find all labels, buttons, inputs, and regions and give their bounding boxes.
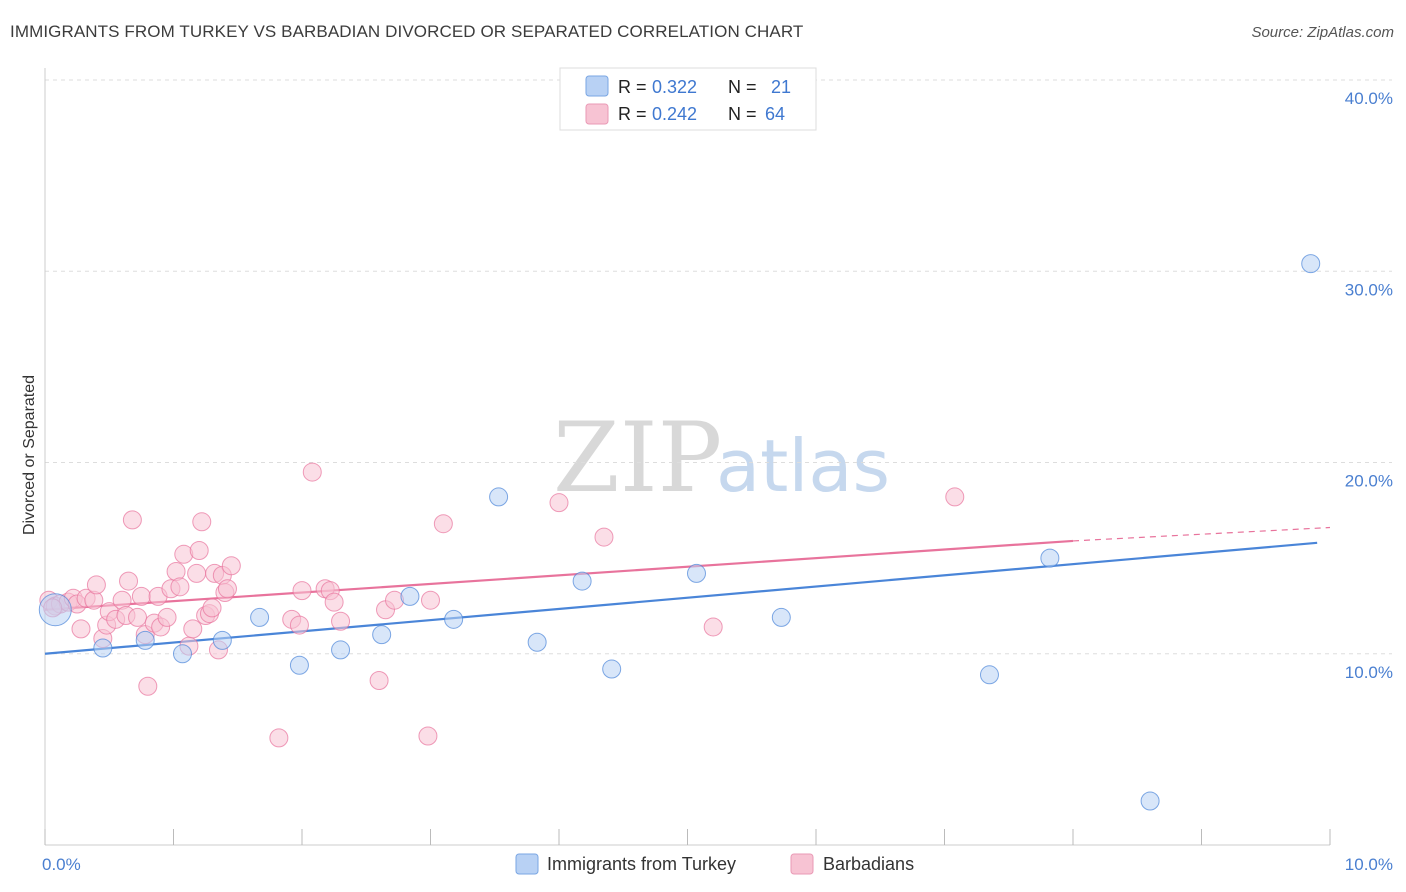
barbadian-point xyxy=(189,540,209,560)
barbadian-point xyxy=(138,676,158,696)
barbadian-point xyxy=(302,462,322,482)
chart-title: IMMIGRANTS FROM TURKEY VS BARBADIAN DIVO… xyxy=(10,22,804,41)
turkey-trendline xyxy=(44,541,1318,655)
barbadian-point xyxy=(128,607,148,627)
barbadian-point xyxy=(289,615,309,635)
turkey-point xyxy=(93,638,113,658)
legend-swatch-barbadian xyxy=(585,103,609,125)
barbadian-point xyxy=(269,728,289,748)
legend-n-value-turkey: 21 xyxy=(771,77,791,97)
legend-r-value-barbadian: 0.242 xyxy=(652,104,697,124)
barbadian-point xyxy=(418,726,438,746)
barbadian-point xyxy=(433,514,453,534)
watermark-zip: ZIP xyxy=(553,402,722,514)
turkey-point xyxy=(400,586,420,606)
y-axis-label: Divorced or Separated xyxy=(21,375,38,535)
bottom-legend-label-turkey: Immigrants from Turkey xyxy=(547,854,736,874)
turkey-point xyxy=(1140,791,1160,811)
barbadian-point xyxy=(221,556,241,576)
barbadian-point xyxy=(331,611,351,631)
barbadian-point xyxy=(131,586,151,606)
turkey-point xyxy=(979,665,999,685)
turkey-point xyxy=(38,593,72,627)
turkey-point xyxy=(289,655,309,675)
axes: 0.0% 10.0% xyxy=(42,68,1393,874)
y-tick-label: 40.0% xyxy=(1345,89,1393,108)
y-tick-label: 10.0% xyxy=(1345,663,1393,682)
barbadian-point xyxy=(86,575,106,595)
data-points xyxy=(38,254,1321,811)
turkey-point xyxy=(1040,548,1060,568)
barbadian-point xyxy=(324,592,344,612)
barbadian-point xyxy=(594,527,614,547)
turkey-point xyxy=(771,607,791,627)
grid-lines: 10.0% 20.0% 30.0% 40.0% xyxy=(45,79,1393,682)
barbadian-point xyxy=(292,581,312,601)
barbadian-point xyxy=(119,571,139,591)
barbadian-point xyxy=(421,590,440,610)
y-tick-label: 30.0% xyxy=(1345,280,1393,299)
legend-n-value-barbadian: 64 xyxy=(765,104,785,124)
barbadian-point xyxy=(217,579,237,599)
turkey-point xyxy=(250,607,270,627)
turkey-point xyxy=(212,630,232,650)
turkey-point xyxy=(1301,254,1321,274)
barbadian-point xyxy=(170,577,190,597)
barbadian-point xyxy=(71,619,91,639)
x-tick-label: 10.0% xyxy=(1345,855,1393,874)
turkey-point xyxy=(372,625,392,645)
turkey-point xyxy=(527,632,547,652)
turkey-point xyxy=(135,630,155,650)
barbadian-trendline-extension xyxy=(1072,526,1331,542)
legend-n-label-barbadian: N = xyxy=(728,104,757,124)
turkey-point xyxy=(686,563,706,583)
barbadian-point xyxy=(187,563,207,583)
turkey-point xyxy=(444,609,464,629)
barbadian-point xyxy=(157,607,177,627)
series-legend: Immigrants from Turkey Barbadians xyxy=(515,853,914,875)
bottom-legend-label-barbadian: Barbadians xyxy=(823,854,914,874)
stats-legend: R = 0.322 N = 21 R = 0.242 N = 64 xyxy=(559,67,817,131)
bottom-legend-swatch-barbadian xyxy=(790,853,814,875)
turkey-point xyxy=(489,487,509,507)
turkey-point xyxy=(331,640,351,660)
legend-r-label-barbadian: R = xyxy=(618,104,647,124)
barbadian-point xyxy=(202,598,222,618)
barbadian-trendline xyxy=(44,539,1074,611)
legend-n-label-turkey: N = xyxy=(728,77,757,97)
barbadian-point xyxy=(703,617,723,637)
x-tick-label: 0.0% xyxy=(42,855,81,874)
chart-source: Source: ZipAtlas.com xyxy=(1251,24,1394,41)
turkey-point xyxy=(602,659,622,679)
y-tick-label: 20.0% xyxy=(1345,472,1393,491)
barbadian-point xyxy=(183,619,203,639)
barbadian-point xyxy=(549,493,569,513)
turkey-point xyxy=(172,644,192,664)
legend-r-value-turkey: 0.322 xyxy=(652,77,697,97)
barbadian-point xyxy=(369,671,389,691)
trend-lines xyxy=(44,526,1331,655)
barbadian-point xyxy=(945,487,965,507)
barbadian-point xyxy=(122,510,142,530)
watermark-atlas: atlas xyxy=(716,424,890,508)
barbadian-point xyxy=(192,512,212,532)
legend-swatch-turkey xyxy=(585,75,609,97)
legend-r-label-turkey: R = xyxy=(618,77,647,97)
bottom-legend-swatch-turkey xyxy=(515,853,539,875)
turkey-point xyxy=(572,571,592,591)
